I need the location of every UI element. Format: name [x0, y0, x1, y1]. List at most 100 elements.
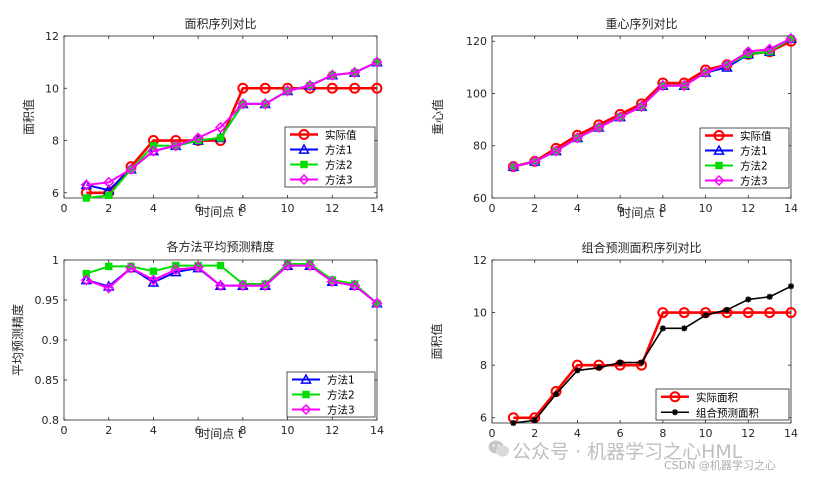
watermark-text: 公众号 · 机器学习之心HML — [512, 441, 743, 463]
x-tick-label: 2 — [531, 202, 538, 215]
legend-item: 实际值 — [705, 130, 772, 143]
data-point — [617, 359, 624, 366]
data-point — [82, 269, 91, 278]
y-tick-label: 8 — [52, 135, 59, 148]
data-point — [721, 59, 733, 71]
data-point — [659, 325, 666, 332]
chart-title: 各方法平均预测精度 — [166, 239, 274, 254]
legend-item: 方法1 — [705, 144, 768, 158]
y-tick-label: 10 — [473, 307, 487, 320]
data-point — [282, 260, 294, 272]
data-point — [788, 283, 794, 290]
data-point — [571, 132, 583, 144]
legend-item: 方法2 — [292, 389, 355, 402]
legend-marker — [300, 373, 312, 384]
x-tick-label: 4 — [574, 202, 581, 215]
data-point — [80, 274, 92, 286]
legend-item: 方法1 — [292, 373, 355, 387]
wechat-logo-icon — [488, 439, 510, 459]
data-point — [304, 260, 316, 272]
series-line — [86, 264, 378, 304]
data-point — [553, 391, 560, 398]
legend-label: 方法3 — [325, 174, 353, 187]
x-tick-label: 6 — [617, 202, 624, 215]
y-tick-label: 100 — [466, 87, 487, 100]
x-tick-label: 0 — [61, 202, 68, 215]
data-point — [147, 145, 159, 157]
legend-item: 方法3 — [290, 174, 353, 187]
x-tick-label: 0 — [489, 427, 496, 440]
legend-label: 方法2 — [740, 160, 768, 173]
legend-label: 组合预测面积 — [696, 406, 759, 419]
data-point — [614, 111, 626, 123]
data-point — [326, 82, 338, 94]
data-point — [700, 67, 712, 79]
legend-marker — [713, 130, 725, 141]
x-tick-label: 14 — [784, 427, 798, 440]
legend-marker — [713, 174, 725, 187]
x-tick-label: 2 — [105, 202, 112, 215]
y-axis-label: 面积值 — [429, 323, 444, 359]
legend-item: 组合预测面积 — [661, 406, 759, 419]
x-tick-label: 14 — [370, 202, 384, 215]
legend-label: 方法3 — [327, 404, 355, 417]
data-point — [192, 132, 204, 144]
data-point — [259, 280, 271, 292]
y-tick-label: 80 — [473, 140, 487, 153]
legend: 方法1 方法2 方法3 — [286, 371, 376, 418]
y-tick-label: 120 — [466, 35, 487, 48]
y-tick-label: 8 — [480, 359, 487, 372]
data-point — [349, 82, 361, 94]
series-2 — [510, 283, 794, 426]
x-tick-label: 10 — [699, 202, 713, 215]
data-point — [742, 307, 754, 319]
y-tick-label: 1 — [52, 254, 59, 267]
data-point — [125, 163, 137, 175]
data-point — [170, 140, 182, 152]
legend-label: 实际面积 — [696, 391, 738, 404]
data-point — [678, 307, 690, 319]
data-point — [237, 280, 249, 292]
series-1 — [507, 307, 797, 424]
legend-label: 实际值 — [740, 130, 772, 143]
data-point — [550, 145, 562, 157]
x-tick-label: 6 — [195, 202, 202, 215]
data-point — [595, 364, 602, 371]
legend-item: 方法3 — [292, 404, 355, 417]
legend-item: 实际值 — [290, 129, 357, 142]
series-4 — [507, 33, 797, 173]
data-point — [349, 280, 361, 292]
data-point — [149, 267, 158, 275]
legend-marker — [672, 409, 678, 416]
x-tick-label: 6 — [617, 427, 624, 440]
data-point — [529, 155, 541, 167]
data-point — [638, 359, 645, 366]
legend-item: 方法1 — [290, 143, 353, 157]
x-tick-label: 2 — [105, 424, 112, 437]
data-point — [304, 80, 316, 92]
data-point — [214, 121, 227, 134]
x-tick-label: 10 — [281, 424, 295, 437]
data-point — [216, 134, 225, 142]
data-point — [785, 307, 797, 319]
data-point — [531, 417, 538, 424]
legend-item: 方法2 — [290, 159, 353, 172]
legend-marker — [298, 143, 310, 154]
data-point — [82, 194, 91, 202]
data-point — [237, 98, 249, 110]
data-point — [326, 276, 338, 288]
data-point — [371, 82, 383, 94]
legend-label: 方法2 — [325, 159, 353, 172]
chart-title: 组合预测面积序列对比 — [581, 240, 701, 255]
data-point — [678, 80, 690, 92]
series-line — [513, 37, 792, 168]
x-tick-label: 8 — [659, 202, 666, 215]
data-point — [657, 80, 669, 92]
data-point — [574, 367, 581, 374]
x-tick-label: 12 — [325, 424, 339, 437]
data-point — [681, 325, 688, 332]
data-point — [80, 179, 92, 191]
